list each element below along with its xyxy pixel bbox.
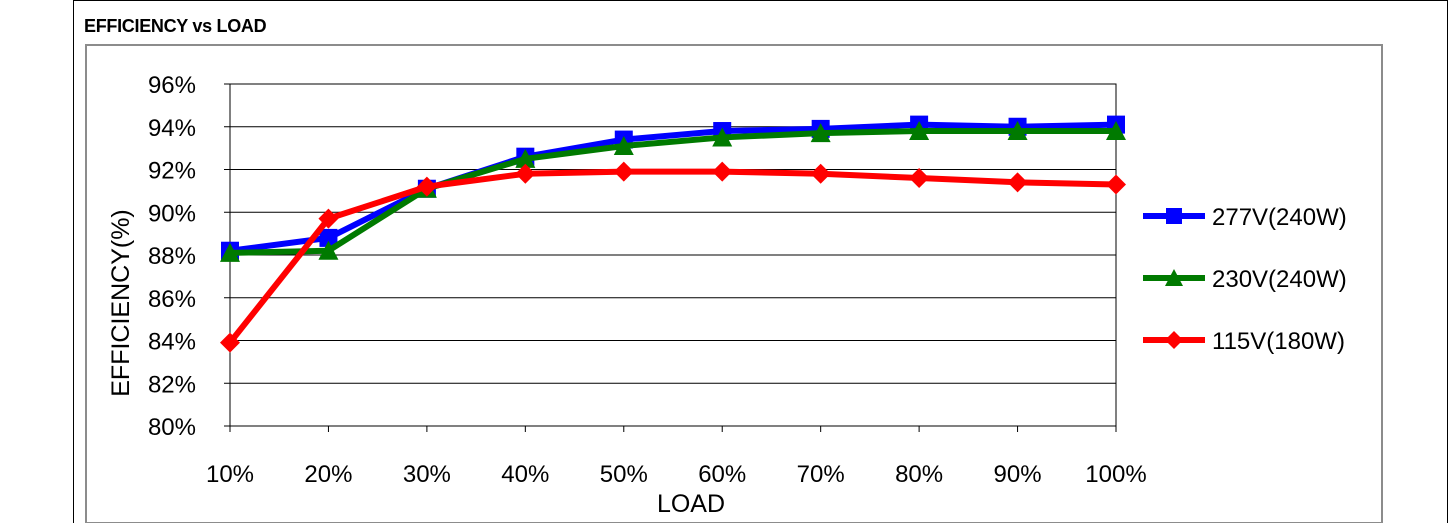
data-point bbox=[810, 123, 831, 143]
y-tick-label: 82% bbox=[148, 371, 196, 398]
y-axis-title: EFFICIENCY(%) bbox=[107, 209, 135, 397]
data-point bbox=[1007, 121, 1028, 141]
legend-marker bbox=[1165, 269, 1183, 286]
legend-marker bbox=[1166, 208, 1182, 224]
y-tick-label: 88% bbox=[148, 243, 196, 270]
data-point bbox=[909, 168, 930, 189]
legend-label: 115V(180W) bbox=[1212, 328, 1345, 355]
data-point bbox=[712, 161, 733, 182]
series-3 bbox=[220, 161, 1126, 353]
frame-left-border bbox=[73, 0, 74, 523]
x-tick-label: 20% bbox=[304, 461, 352, 488]
y-tick-label: 94% bbox=[148, 115, 196, 142]
data-point bbox=[613, 161, 634, 182]
y-tick-label: 92% bbox=[148, 158, 196, 185]
x-tick-label: 30% bbox=[403, 461, 451, 488]
section-title: EFFICIENCY vs LOAD bbox=[84, 16, 267, 36]
x-tick-label: 80% bbox=[895, 461, 943, 488]
data-point bbox=[318, 208, 339, 229]
x-tick-label: 60% bbox=[698, 461, 746, 488]
y-tick-label: 96% bbox=[148, 72, 196, 99]
frame-top-border bbox=[73, 0, 1448, 1]
series-2 bbox=[220, 121, 1126, 262]
data-point bbox=[810, 163, 831, 184]
x-tick-label: 40% bbox=[501, 461, 549, 488]
data-point bbox=[1106, 121, 1126, 141]
x-tick-label: 100% bbox=[1085, 461, 1146, 488]
data-point bbox=[712, 127, 733, 147]
x-tick-label: 10% bbox=[206, 461, 254, 488]
data-point bbox=[613, 135, 634, 155]
data-point bbox=[1106, 174, 1126, 195]
y-tick-label: 90% bbox=[148, 200, 196, 227]
data-point bbox=[220, 242, 240, 262]
data-point bbox=[318, 240, 339, 260]
series-line bbox=[229, 121, 1117, 254]
data-point bbox=[220, 332, 240, 353]
series-layer bbox=[220, 115, 1126, 353]
legend: 277V(240W) 230V(240W) 115V(180W) bbox=[1143, 204, 1347, 355]
legend-label: 277V(240W) bbox=[1212, 204, 1347, 231]
legend-marker bbox=[1165, 331, 1183, 349]
legend-label: 230V(240W) bbox=[1212, 266, 1347, 293]
data-point bbox=[909, 121, 930, 141]
x-axis-title: LOAD bbox=[657, 490, 725, 518]
x-tick-label: 90% bbox=[994, 461, 1042, 488]
data-point bbox=[1007, 172, 1028, 193]
legend-item: 230V(240W) bbox=[1143, 266, 1347, 293]
legend-item: 115V(180W) bbox=[1143, 328, 1345, 355]
legend-item: 277V(240W) bbox=[1143, 204, 1347, 231]
axis-layer: 80% 82% 84% 86% 88% 90% 92% 94% 96% 10% 20% 30% 40% 5… bbox=[148, 72, 1147, 488]
y-tick-label: 84% bbox=[148, 329, 196, 356]
data-point bbox=[416, 176, 437, 197]
y-tick-label: 86% bbox=[148, 286, 196, 313]
frame-right-border bbox=[1447, 0, 1448, 523]
data-point bbox=[319, 228, 338, 247]
x-tick-label: 50% bbox=[600, 461, 648, 488]
data-point bbox=[515, 148, 536, 168]
series-line bbox=[229, 128, 1116, 256]
data-point bbox=[515, 163, 536, 184]
x-tick-label: 70% bbox=[797, 461, 845, 488]
series-line bbox=[227, 168, 1117, 345]
y-tick-label: 80% bbox=[148, 414, 196, 441]
